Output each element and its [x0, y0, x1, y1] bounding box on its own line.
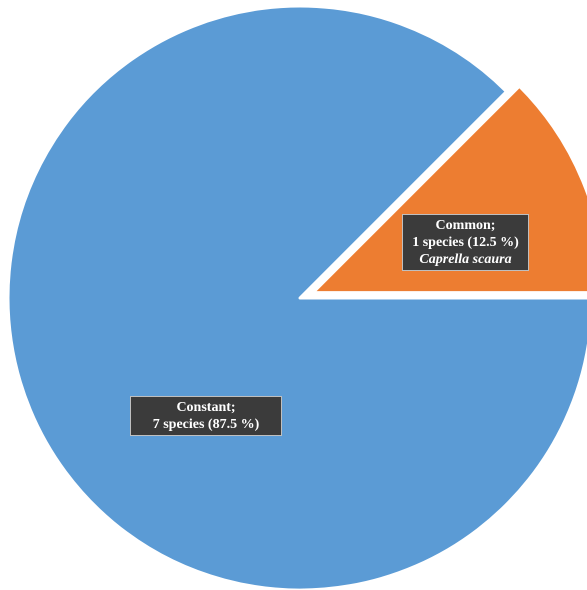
data-label-constant-line-1: Constant;: [176, 400, 236, 415]
data-label-common: Common; 1 species (12.5 %) Caprella scau…: [402, 214, 529, 271]
data-label-constant-line-2: 7 species (87.5 %): [152, 417, 260, 432]
data-label-constant: Constant; 7 species (87.5 %): [130, 396, 282, 436]
data-label-common-line-2: 1 species (12.5 %): [412, 235, 519, 250]
data-label-common-species: Caprella scaura: [419, 252, 512, 267]
data-label-common-line-1: Common;: [435, 218, 496, 233]
pie-slice-constant: [6, 4, 587, 590]
